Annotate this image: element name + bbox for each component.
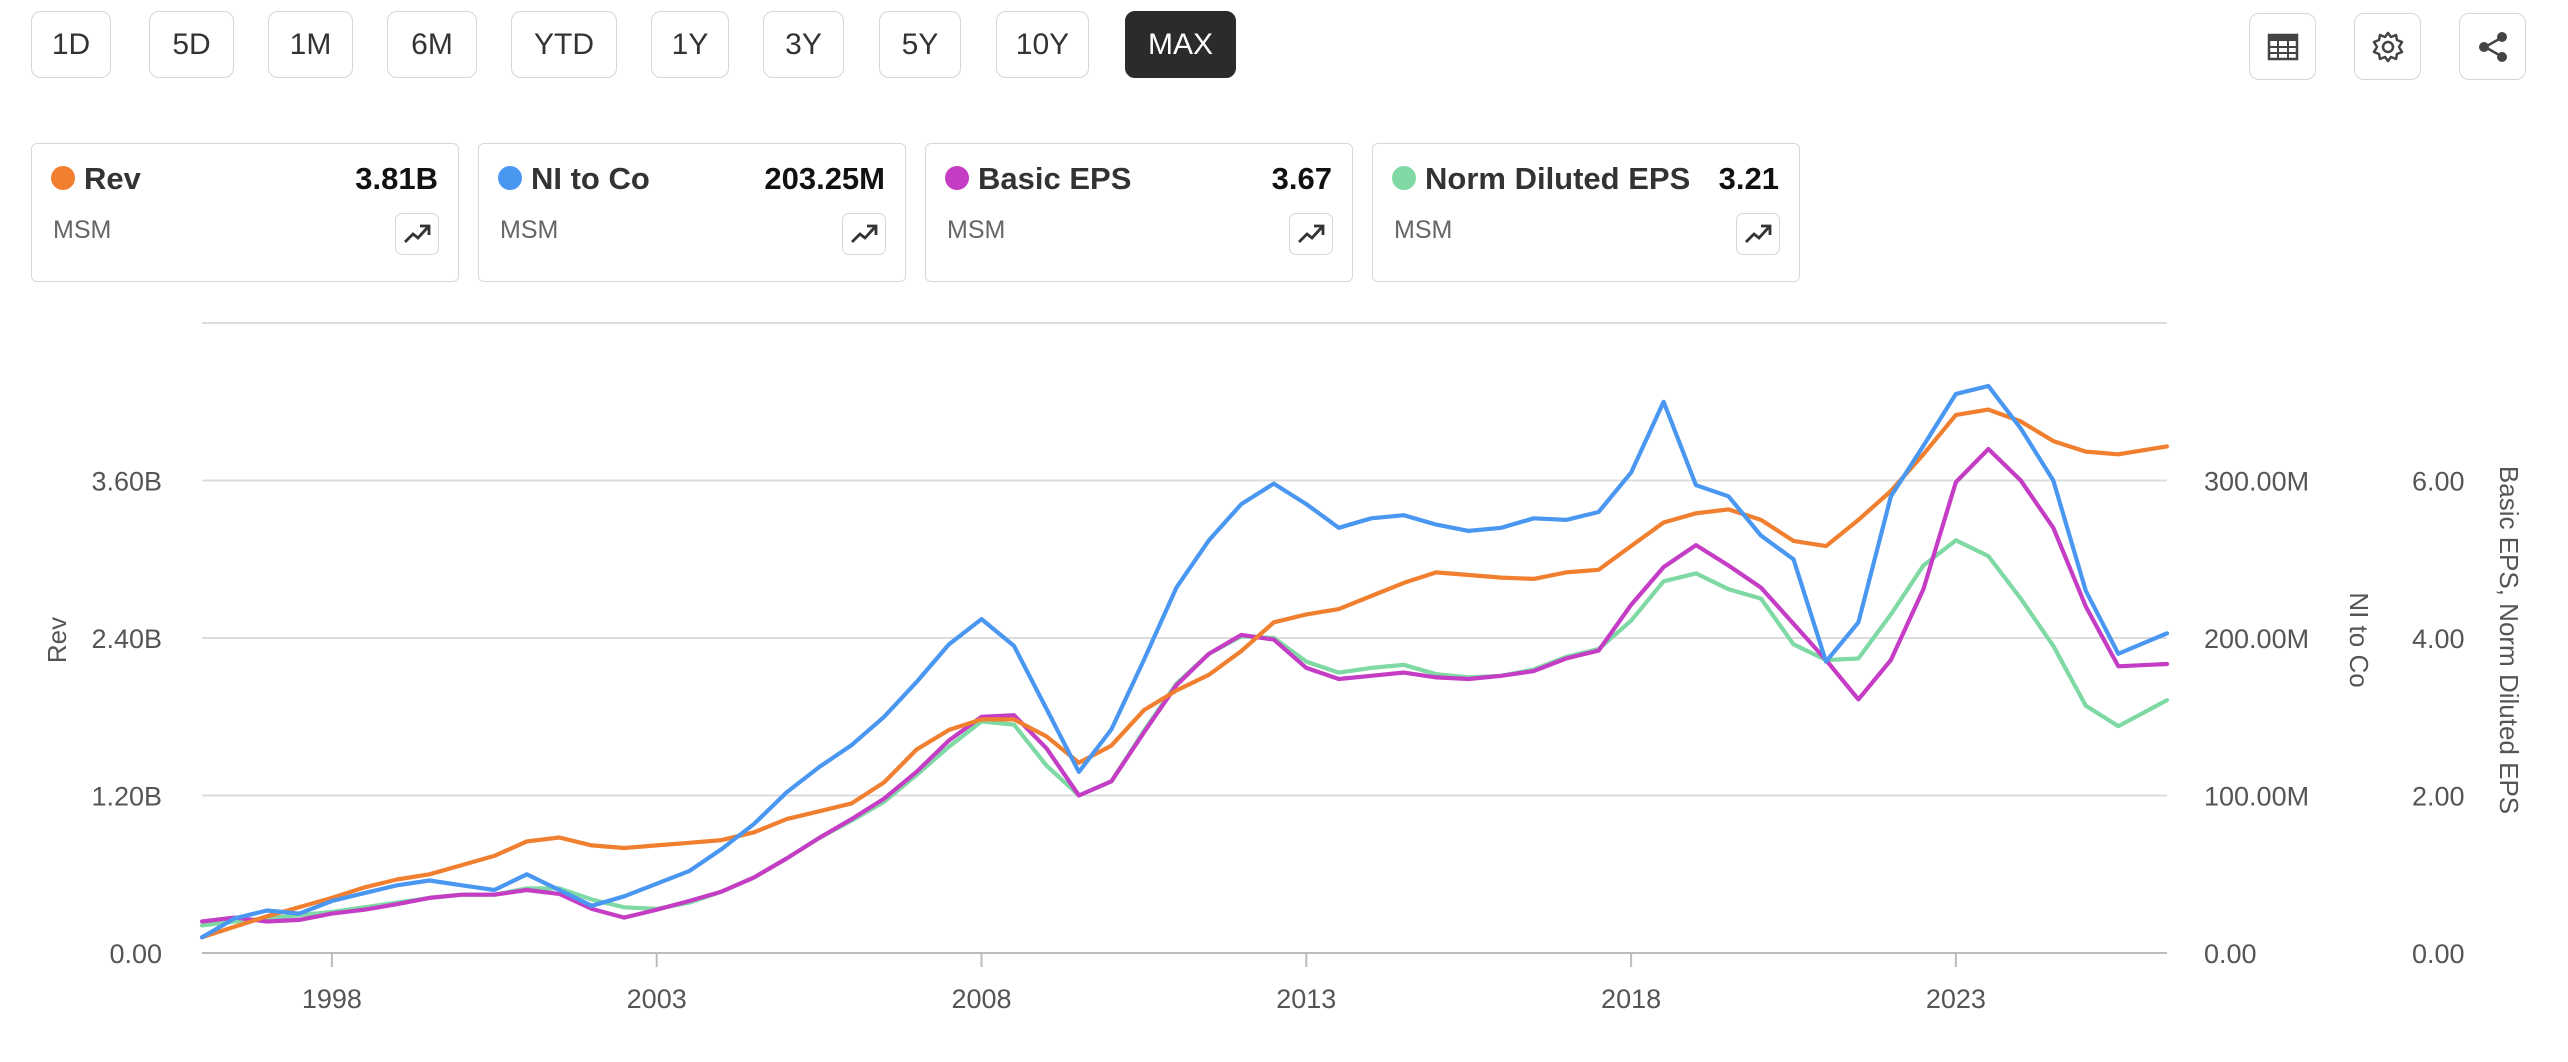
settings-button[interactable] [2354, 13, 2421, 80]
series-color-dot [51, 166, 75, 190]
right-axis-tick-label-ni: 200.00M [2204, 624, 2309, 654]
series-line-rev[interactable] [199, 407, 2170, 940]
trending-up-icon [851, 224, 878, 243]
series-color-dot [1392, 166, 1416, 190]
left-axis-tick-label: 2.40B [91, 624, 162, 654]
right-axis-tick-label-eps: 2.00 [2412, 782, 2465, 812]
range-button-3y[interactable]: 3Y [763, 11, 844, 78]
series-color-dot [498, 166, 522, 190]
metric-value: 203.25M [764, 161, 885, 196]
x-axis-tick-label: 2013 [1276, 984, 1336, 1014]
x-axis-tick-label: 2023 [1926, 984, 1986, 1014]
share-button[interactable] [2459, 13, 2526, 80]
metric-ticker: MSM [947, 216, 1006, 244]
metric-card-norm-diluted-eps[interactable]: Norm Diluted EPS 3.21 MSM [1372, 143, 1800, 282]
metric-value: 3.81B [355, 161, 438, 196]
metric-ticker: MSM [500, 216, 559, 244]
metric-card-ni-to-co[interactable]: NI to Co 203.25M MSM [478, 143, 906, 282]
trend-button[interactable] [1289, 213, 1333, 255]
metric-value: 3.21 [1718, 161, 1779, 196]
range-button-1y[interactable]: 1Y [651, 11, 729, 78]
trend-button[interactable] [1736, 213, 1780, 255]
right-axis-title-ni: NI to Co [2344, 592, 2374, 687]
range-button-ytd[interactable]: YTD [511, 11, 617, 78]
gear-icon [2372, 31, 2403, 62]
metric-name: Basic EPS [978, 161, 1132, 196]
table-icon [2267, 33, 2298, 60]
metric-card-basic-eps[interactable]: Basic EPS 3.67 MSM [925, 143, 1353, 282]
range-button-1m[interactable]: 1M [268, 11, 353, 78]
left-axis-tick-label: 0.00 [109, 939, 162, 969]
trend-button[interactable] [842, 213, 886, 255]
range-button-5y[interactable]: 5Y [879, 11, 961, 78]
range-button-10y[interactable]: 10Y [996, 11, 1089, 78]
series-color-dot [945, 166, 969, 190]
left-axis-tick-label: 1.20B [91, 782, 162, 812]
metric-name: Norm Diluted EPS [1425, 161, 1691, 196]
right-axis-tick-label-ni: 0.00 [2204, 939, 2257, 969]
metric-ticker: MSM [1394, 216, 1453, 244]
right-axis-tick-label-ni: 100.00M [2204, 782, 2309, 812]
right-axis-tick-label-eps: 6.00 [2412, 467, 2465, 497]
right-axis-title-eps: Basic EPS, Norm Diluted EPS [2494, 466, 2524, 814]
metric-value: 3.67 [1271, 161, 1332, 196]
metric-ticker: MSM [53, 216, 112, 244]
range-button-max[interactable]: MAX [1125, 11, 1236, 78]
left-axis-title: Rev [42, 617, 72, 663]
right-axis-tick-label-ni: 300.00M [2204, 467, 2309, 497]
range-button-1d[interactable]: 1D [31, 11, 111, 78]
trending-up-icon [1745, 224, 1772, 243]
trending-up-icon [404, 224, 431, 243]
metric-name: Rev [84, 161, 141, 196]
right-axis-tick-label-eps: 4.00 [2412, 624, 2465, 654]
x-axis-tick-label: 1998 [302, 984, 362, 1014]
metric-name: NI to Co [531, 161, 650, 196]
table-view-button[interactable] [2249, 13, 2316, 80]
right-axis-tick-label-eps: 0.00 [2412, 939, 2465, 969]
series-line-ni-to-co[interactable] [199, 383, 2170, 940]
series-line-norm-diluted-eps[interactable] [199, 538, 2170, 928]
metric-card-rev[interactable]: Rev 3.81B MSM [31, 143, 459, 282]
share-icon [2478, 31, 2507, 62]
x-axis-tick-label: 2018 [1601, 984, 1661, 1014]
x-axis-tick-label: 2008 [951, 984, 1011, 1014]
trending-up-icon [1298, 224, 1325, 243]
left-axis-tick-label: 3.60B [91, 467, 162, 497]
trend-button[interactable] [395, 213, 439, 255]
x-axis-tick-label: 2003 [627, 984, 687, 1014]
range-button-6m[interactable]: 6M [387, 11, 477, 78]
range-button-5d[interactable]: 5D [149, 11, 234, 78]
